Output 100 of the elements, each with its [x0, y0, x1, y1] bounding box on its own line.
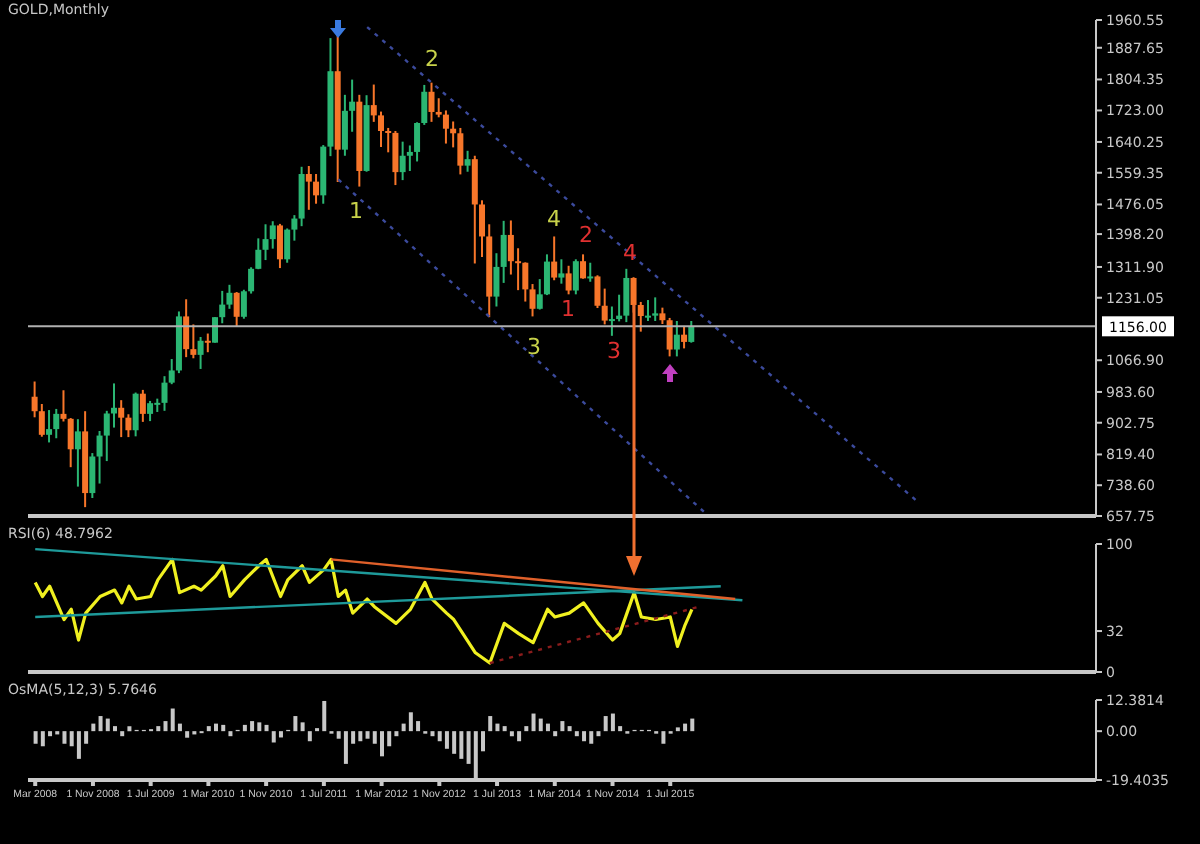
annotation: 4 [622, 240, 638, 266]
bar [170, 708, 175, 732]
candlestick [139, 388, 146, 423]
bar [228, 731, 233, 737]
candlestick [644, 299, 651, 322]
bar [379, 731, 384, 757]
bar [242, 724, 247, 732]
bar [444, 731, 449, 749]
annotation: 1 [348, 198, 364, 224]
bar [459, 731, 464, 759]
candlestick [493, 252, 500, 308]
bar [271, 731, 276, 743]
bar [278, 731, 283, 738]
bar [488, 716, 493, 732]
candlestick [46, 409, 53, 444]
candlestick [132, 391, 139, 438]
bar [33, 731, 38, 744]
bar [120, 731, 125, 737]
candlestick [673, 319, 680, 358]
annotation: 3 [606, 338, 622, 364]
bar [257, 722, 262, 732]
candlestick [623, 267, 630, 324]
candlestick [652, 296, 659, 322]
bar [250, 721, 255, 732]
candlestick [262, 223, 269, 262]
bar [358, 731, 363, 742]
bar [264, 724, 269, 732]
candlestick [204, 332, 211, 354]
bar [307, 731, 312, 742]
candlestick [197, 335, 204, 370]
candlestick [305, 165, 312, 211]
bar [214, 723, 219, 732]
bar [452, 731, 457, 754]
line-series [33, 557, 694, 665]
bar [365, 731, 370, 739]
candlestick [580, 253, 587, 280]
bar [105, 718, 110, 732]
bar [408, 712, 413, 732]
candlestick [298, 165, 305, 228]
candlestick [60, 389, 67, 423]
annotation: 2 [424, 46, 440, 72]
candlestick [457, 126, 464, 176]
bar [91, 723, 96, 732]
bar [112, 726, 117, 732]
candlestick [551, 235, 558, 282]
bar [495, 723, 500, 732]
bar [524, 726, 529, 732]
candlestick [681, 324, 688, 350]
candlestick [276, 222, 283, 270]
candlestick [89, 452, 96, 500]
bar [502, 726, 507, 732]
candlestick [587, 261, 594, 283]
bar [430, 731, 435, 737]
bar [517, 731, 522, 742]
bar [690, 718, 695, 732]
bar [185, 731, 190, 738]
bar [603, 716, 608, 732]
candlestick [464, 149, 471, 173]
bar [596, 731, 601, 737]
bar [293, 716, 298, 732]
candlestick [558, 258, 565, 285]
candlestick [392, 130, 399, 187]
candlestick [118, 399, 125, 439]
candlestick [529, 283, 536, 318]
bar [531, 713, 536, 732]
candlestick [233, 291, 240, 328]
bar [509, 731, 514, 737]
bar [40, 731, 45, 747]
bar [156, 726, 161, 732]
candlestick [53, 407, 60, 440]
candlestick [428, 81, 435, 123]
annotation: 4 [546, 206, 562, 232]
bar [221, 724, 226, 732]
candlestick [399, 140, 406, 182]
candlestick [183, 298, 190, 359]
bar [574, 731, 579, 737]
candlestick [601, 287, 608, 326]
candlestick [688, 319, 695, 344]
bar [322, 700, 327, 732]
candlestick [471, 154, 478, 265]
bar [62, 731, 67, 744]
bar [560, 721, 565, 732]
bar [545, 723, 550, 732]
candlestick [565, 264, 572, 296]
annotation: 3 [526, 334, 542, 360]
candlestick [594, 274, 601, 310]
bar [538, 718, 543, 732]
bar [437, 731, 442, 742]
bar [98, 716, 103, 732]
candlestick [67, 417, 74, 469]
candlestick [147, 399, 154, 423]
candlestick [572, 258, 579, 296]
candlestick [313, 173, 320, 205]
bar [553, 731, 558, 737]
bar [582, 731, 587, 742]
bar [661, 731, 666, 744]
annotation: 1 [560, 296, 576, 322]
candlestick [666, 316, 673, 358]
candlestick [74, 418, 81, 488]
bar [610, 713, 615, 732]
